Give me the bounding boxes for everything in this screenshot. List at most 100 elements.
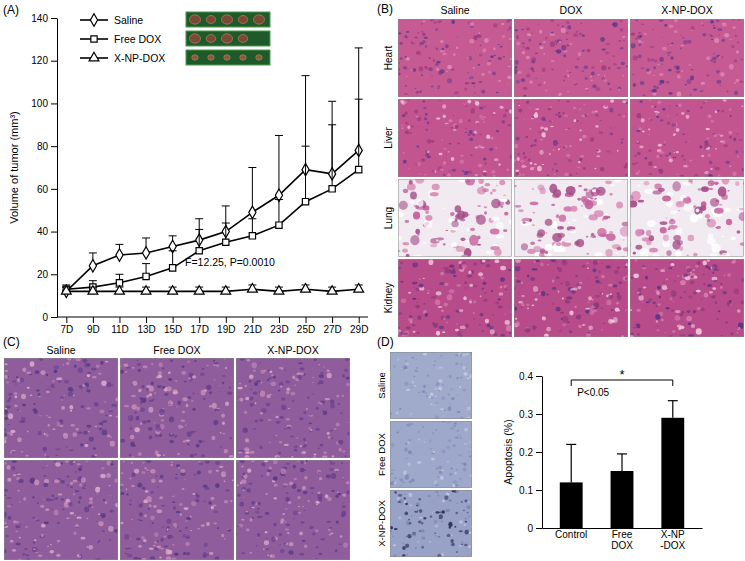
micrograph-texture xyxy=(466,228,469,231)
y-tick-mark xyxy=(51,189,57,190)
micrograph-texture xyxy=(716,20,719,23)
micrograph-texture xyxy=(540,127,544,130)
micrograph-texture xyxy=(655,290,658,292)
micrograph-border xyxy=(5,359,118,458)
x-tick-mark xyxy=(199,317,200,323)
micrograph-texture xyxy=(729,64,734,70)
micrograph-texture xyxy=(480,259,485,264)
micrograph-texture xyxy=(484,292,486,294)
micrograph-texture xyxy=(670,56,674,60)
micrograph-texture xyxy=(502,35,505,38)
micrograph-texture xyxy=(700,308,704,312)
micrograph-texture xyxy=(599,131,604,134)
micrograph-texture xyxy=(712,57,716,60)
micrograph-texture xyxy=(596,87,601,91)
micrograph-texture xyxy=(457,36,459,37)
micrograph-texture xyxy=(514,144,518,149)
micrograph-texture xyxy=(649,235,654,241)
tumor-photo-item xyxy=(256,55,262,60)
micrograph-texture xyxy=(625,310,627,311)
micrograph-texture xyxy=(477,244,481,246)
micrograph-texture xyxy=(726,219,732,225)
micrograph-texture xyxy=(704,293,709,298)
micrograph-texture xyxy=(432,170,436,173)
micrograph-texture xyxy=(670,263,674,266)
micrograph-texture xyxy=(582,71,585,72)
micrograph-texture xyxy=(729,165,731,167)
micrograph-texture xyxy=(704,147,707,148)
micrograph-texture xyxy=(585,200,594,209)
tumor-photo-item xyxy=(238,16,247,24)
micrograph-texture xyxy=(625,266,627,267)
micrograph-texture xyxy=(655,106,657,108)
y-tick-label: 100 xyxy=(31,98,48,109)
micrograph-texture xyxy=(107,434,111,437)
tumor-photo xyxy=(186,50,270,65)
micrograph-texture xyxy=(610,133,614,136)
micrograph-texture xyxy=(480,296,482,297)
micrograph-texture xyxy=(686,316,692,321)
micrograph-texture xyxy=(527,274,530,277)
micrograph-texture xyxy=(683,182,691,186)
micrograph-texture xyxy=(591,71,595,75)
micrograph-texture xyxy=(620,47,624,49)
panel-label: (C) xyxy=(3,335,20,349)
micrograph-texture xyxy=(562,260,568,265)
micrograph-texture xyxy=(588,326,593,331)
micrograph-texture xyxy=(722,23,727,27)
micrograph-texture xyxy=(478,32,480,34)
micrograph-texture xyxy=(623,40,625,41)
micrograph-texture xyxy=(656,116,659,118)
micrograph-texture xyxy=(530,242,535,245)
micrograph-texture xyxy=(603,105,608,109)
micrograph-texture xyxy=(530,167,534,170)
micrograph-texture xyxy=(478,272,483,276)
micrograph-texture xyxy=(637,185,641,188)
micrograph-texture xyxy=(483,188,489,192)
micrograph-texture xyxy=(405,220,410,223)
micrograph-texture xyxy=(603,323,605,324)
micrograph-texture xyxy=(411,41,413,43)
micrograph-texture xyxy=(658,303,661,306)
micrograph-texture xyxy=(479,107,483,110)
micrograph-texture xyxy=(539,30,542,34)
micrograph-texture xyxy=(485,319,489,324)
error-bar xyxy=(328,125,336,189)
micrograph-texture xyxy=(648,149,652,152)
micrograph-texture xyxy=(683,40,687,44)
x-tick-label: 23D xyxy=(270,324,288,335)
micrograph-texture xyxy=(503,194,506,196)
micrograph-texture xyxy=(677,240,683,245)
micrograph-texture xyxy=(579,33,581,36)
micrograph-texture xyxy=(660,221,668,225)
micrograph-texture xyxy=(436,68,439,72)
micrograph-texture xyxy=(669,92,673,95)
micrograph-texture xyxy=(736,327,738,329)
micrograph-texture xyxy=(399,42,402,45)
error-bar-stem xyxy=(332,125,333,189)
micrograph-texture xyxy=(423,100,425,103)
micrograph-background xyxy=(630,179,744,257)
micrograph-texture xyxy=(459,119,463,123)
micrograph-texture xyxy=(580,22,582,23)
micrograph-texture xyxy=(439,100,442,101)
micrograph-texture xyxy=(637,333,639,336)
micrograph-texture xyxy=(469,299,471,301)
micrograph-texture xyxy=(116,445,118,446)
micrograph-texture xyxy=(683,274,688,277)
micrograph-texture xyxy=(542,119,546,121)
micrograph-texture xyxy=(402,114,406,118)
micrograph-texture xyxy=(649,46,654,48)
micrograph-texture xyxy=(529,218,532,221)
micrograph-texture xyxy=(430,192,439,196)
micrograph-texture xyxy=(591,233,595,236)
micrograph-texture xyxy=(410,320,413,323)
micrograph-texture xyxy=(539,40,541,42)
micrograph-texture xyxy=(111,384,114,386)
micrograph-texture xyxy=(35,370,40,374)
micrograph-texture xyxy=(419,44,421,45)
micrograph-texture xyxy=(515,277,517,278)
micrograph-texture xyxy=(680,325,685,329)
micrograph-texture xyxy=(475,147,478,149)
micrograph-texture xyxy=(492,114,494,115)
